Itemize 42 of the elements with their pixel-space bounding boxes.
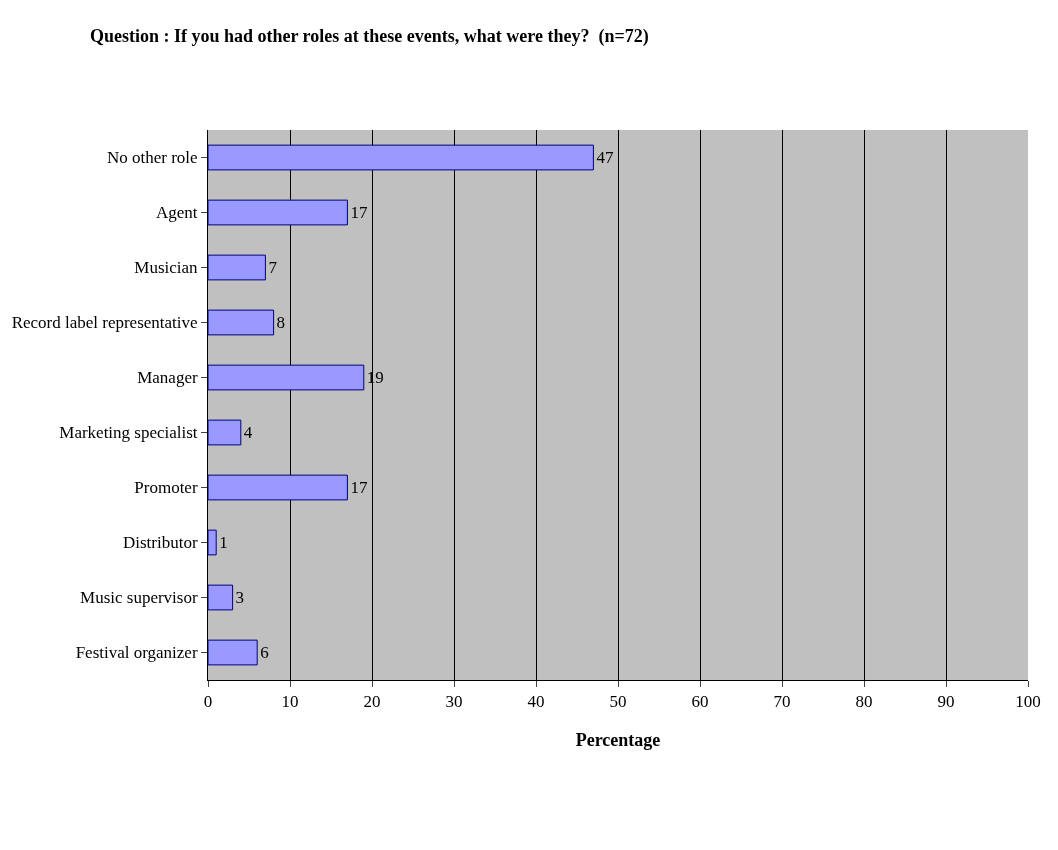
x-tick-label: 60 bbox=[691, 692, 709, 712]
bar bbox=[208, 474, 348, 501]
y-tick-label: No other role bbox=[106, 148, 198, 168]
bar bbox=[208, 254, 266, 281]
x-tick-label: 70 bbox=[773, 692, 791, 712]
x-tick-label: 10 bbox=[281, 692, 299, 712]
bar bbox=[208, 529, 217, 556]
bar bbox=[208, 584, 234, 611]
data-label: 7 bbox=[268, 258, 278, 278]
y-tick-label: Record label representative bbox=[11, 313, 198, 333]
x-axis-title: Percentage bbox=[575, 729, 661, 750]
x-tick-label: 50 bbox=[609, 692, 627, 712]
data-label: 3 bbox=[235, 588, 245, 608]
y-tick-label: Manager bbox=[137, 368, 198, 388]
x-tick-label: 40 bbox=[527, 692, 545, 712]
y-tick-label: Music supervisor bbox=[80, 588, 198, 608]
y-tick-label: Marketing specialist bbox=[59, 423, 198, 443]
chart-title: Question : If you had other roles at these events, what were they? (n=72) bbox=[89, 26, 649, 48]
y-tick-label: Festival organizer bbox=[75, 643, 198, 663]
bar bbox=[208, 309, 275, 336]
bar bbox=[208, 199, 348, 226]
y-tick-label: Distributor bbox=[122, 533, 198, 553]
bar bbox=[208, 144, 594, 171]
x-tick-label: 20 bbox=[363, 692, 381, 712]
data-label: 17 bbox=[350, 478, 368, 498]
y-tick-label: Promoter bbox=[134, 478, 198, 498]
y-tick-label: Agent bbox=[156, 203, 198, 223]
data-label: 47 bbox=[596, 148, 614, 168]
data-label: 4 bbox=[243, 423, 253, 443]
x-tick-label: 30 bbox=[445, 692, 463, 712]
bar bbox=[208, 364, 365, 391]
data-label: 1 bbox=[219, 533, 228, 553]
y-tick-label: Musician bbox=[134, 258, 199, 278]
bar bbox=[208, 419, 242, 446]
x-tick-label: 100 bbox=[1015, 692, 1041, 712]
bar bbox=[208, 639, 258, 666]
x-tick-label: 80 bbox=[855, 692, 873, 712]
data-label: 6 bbox=[260, 643, 269, 663]
x-tick-label: 90 bbox=[937, 692, 955, 712]
x-tick-label: 0 bbox=[203, 692, 213, 712]
data-label: 17 bbox=[350, 203, 368, 223]
data-label: 8 bbox=[276, 313, 286, 333]
